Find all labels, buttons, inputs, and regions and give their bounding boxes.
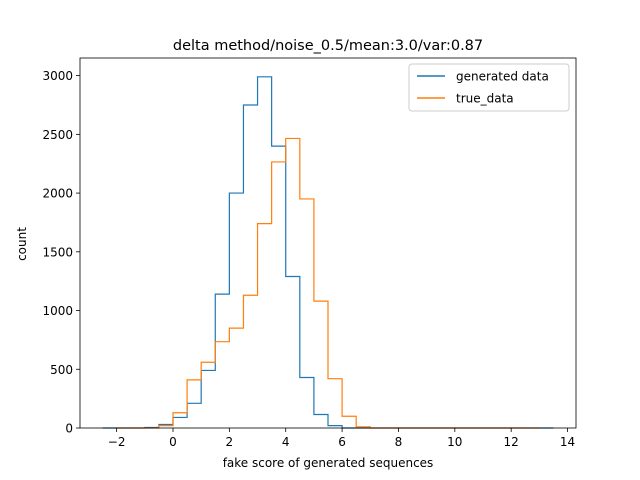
axes-frame (79, 57, 577, 429)
plot-area (79, 57, 577, 429)
legend-label-1: generated data (456, 70, 549, 84)
x-tick-label: 12 (504, 435, 519, 449)
x-tick-label: 8 (395, 435, 403, 449)
x-tick-label: 6 (338, 435, 346, 449)
x-tick-label: 2 (226, 435, 234, 449)
legend-box (408, 63, 570, 112)
y-tick-label: 0 (65, 422, 73, 436)
x-tick-label: 4 (282, 435, 290, 449)
y-tick-label: 2000 (42, 187, 73, 201)
x-tick-label: 0 (169, 435, 177, 449)
x-tick-label: 14 (560, 435, 575, 449)
y-axis: 0 500 1000 1500 2000 2500 3000 (42, 69, 80, 436)
y-tick-label: 1000 (42, 304, 73, 318)
x-tick-label: −2 (108, 435, 126, 449)
y-axis-label: count (15, 227, 29, 261)
chart-title: delta method/noise_0.5/mean:3.0/var:0.87 (173, 38, 483, 54)
x-axis: −2 0 2 4 6 8 10 12 14 (108, 428, 575, 449)
y-tick-label: 3000 (42, 69, 73, 83)
y-tick-label: 1500 (42, 245, 73, 259)
x-axis-label: fake score of generated sequences (223, 456, 434, 470)
y-tick-label: 2500 (42, 128, 73, 142)
x-tick-label: 10 (447, 435, 462, 449)
legend-label-2: true_data (456, 92, 514, 106)
legend: generated data true_data (408, 63, 570, 112)
y-tick-label: 500 (50, 363, 73, 377)
